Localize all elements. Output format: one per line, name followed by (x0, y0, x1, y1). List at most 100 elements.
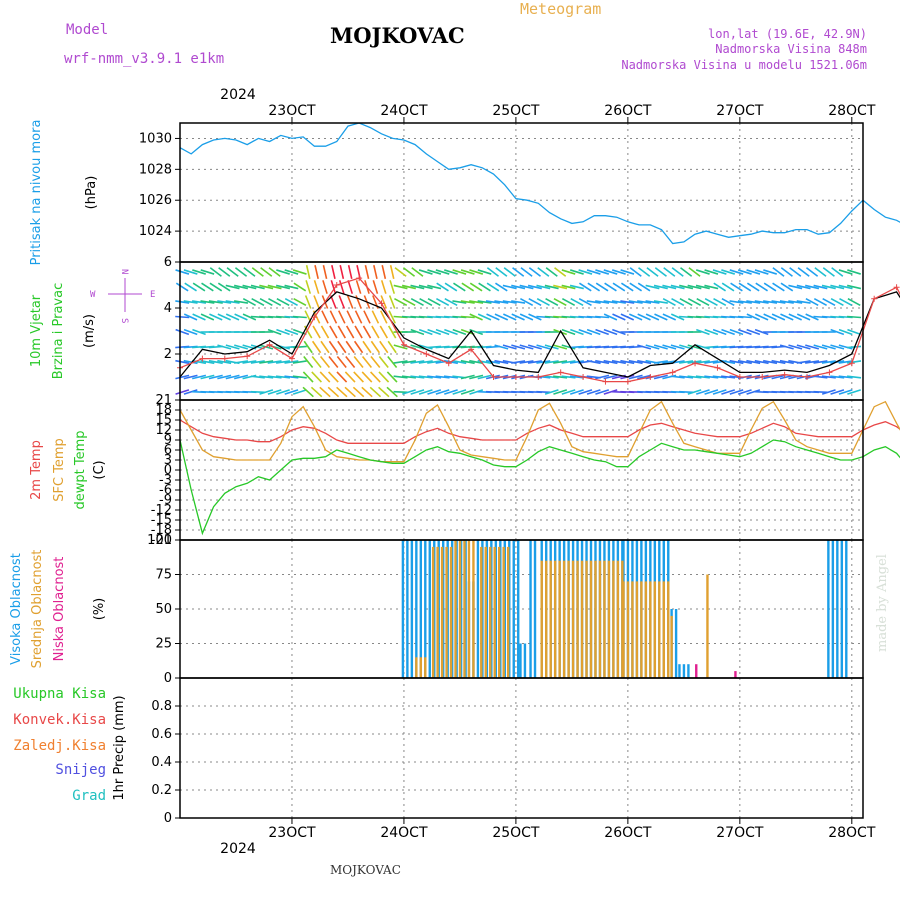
wind-arrow-715 (838, 328, 853, 336)
ytick-label-temperature-8: -3 (159, 473, 172, 488)
panel-frames (179, 122, 864, 819)
wind-arrow-533 (671, 297, 685, 307)
wind-arrow-158 (320, 340, 330, 354)
wind-arrow-270 (427, 269, 442, 275)
series-pressure (179, 122, 900, 245)
wind-arrow-480 (620, 313, 635, 321)
cloud-bar-mid_cloud-21 (545, 560, 548, 678)
wind-arrow-461 (603, 300, 618, 304)
wind-arrow-519 (653, 360, 668, 364)
wind-arrow-711 (838, 269, 853, 275)
wind-arrow-325 (478, 282, 491, 292)
wind-arrow-366 (511, 360, 526, 364)
ytick-label-wind-1: 4 (164, 301, 172, 316)
wind-arrow-164 (330, 295, 337, 309)
gust-marker-21 (647, 374, 654, 380)
cloud-bar-high_cloud-26 (517, 540, 520, 678)
wind-arrow-100 (267, 284, 282, 290)
wind-arrow-662 (788, 344, 803, 350)
cloud-bar-mid_cloud-15 (489, 546, 492, 678)
wind-arrow-213 (370, 356, 381, 368)
wind-arrow-24 (192, 359, 207, 365)
wind-arrow-646 (771, 374, 786, 380)
wind-barbs-field (175, 264, 862, 398)
wind-arrow-106 (267, 375, 282, 379)
wind-arrow-240 (393, 360, 408, 364)
wind-arrow-398 (545, 297, 559, 307)
wind-arrow-650 (779, 300, 794, 304)
wind-arrow-600 (729, 359, 744, 365)
wind-arrow-505 (645, 284, 660, 290)
cloud-bar-high_cloud-0 (401, 540, 405, 678)
ytick-label-temperature-3: 12 (155, 423, 172, 438)
wind-arrow-112 (276, 328, 290, 336)
wind-arrow-534 (670, 313, 685, 321)
wind-arrow-72 (243, 267, 256, 277)
wind-arrow-702 (831, 267, 844, 277)
wind-arrow-230 (387, 340, 397, 354)
wind-arrow-648 (780, 267, 793, 277)
wind-arrow-196 (353, 371, 364, 383)
cloud-bar-low_cloud-0 (695, 664, 698, 678)
wind-arrow-224 (378, 386, 390, 398)
wind-arrow-717 (838, 360, 853, 364)
cloud-bar-mid_cloud-27 (571, 560, 575, 678)
wind-arrow-25 (192, 374, 207, 380)
gust-marker-20 (624, 378, 631, 385)
wind-arrow-74 (242, 297, 256, 307)
wind-arrow-97 (259, 375, 274, 379)
wind-arrow-168 (328, 356, 339, 368)
wind-arrow-256 (410, 328, 425, 336)
wind-arrow-703 (830, 284, 845, 290)
wind-arrow-116 (276, 389, 290, 395)
wind-arrow-260 (410, 389, 425, 395)
wind-arrow-559 (695, 284, 710, 290)
wind-arrow-620 (746, 389, 761, 395)
wind-arrow-250 (401, 375, 417, 379)
wind-arrow-684 (814, 267, 827, 277)
wind-arrow-296 (444, 389, 458, 395)
wind-arrow-479 (620, 300, 635, 304)
wind-arrow-351 (503, 267, 516, 277)
wind-arrow-624 (754, 313, 769, 321)
wind-arrow-176 (337, 340, 347, 354)
wind-arrow-299 (452, 300, 467, 304)
wind-arrow-73 (242, 284, 257, 290)
cloud-bar-mid_cloud-37 (616, 560, 620, 678)
wind-arrow-34 (200, 374, 215, 380)
wind-arrow-522 (663, 267, 676, 277)
wind-arrow-564 (695, 360, 710, 364)
ytick-label-precipitation-3: 0.2 (151, 783, 172, 798)
wind-arrow-52 (217, 374, 232, 380)
wind-arrow-694 (821, 284, 836, 290)
wind-arrow-718 (838, 375, 853, 379)
cloud-bar-mid_cloud-43 (640, 581, 643, 678)
series-wind_speed (179, 291, 900, 378)
gust-marker-9 (378, 300, 385, 307)
ytick-label-wind-2: 2 (164, 347, 172, 362)
wind-arrow-278 (427, 389, 442, 395)
wind-arrow-548 (679, 390, 694, 394)
gust-marker-1 (199, 355, 206, 362)
wind-arrow-691 (813, 375, 828, 379)
wind-arrow-223 (378, 371, 390, 383)
wind-arrow-186 (345, 356, 356, 368)
wind-arrow-59 (225, 344, 240, 350)
wind-arrow-28 (201, 282, 214, 292)
wind-arrow-244 (401, 284, 416, 290)
wind-arrow-606 (737, 315, 752, 319)
cloud-bar-high_cloud-62 (674, 609, 678, 678)
y-axis-labels: Pritisak na nivou mora (hPa) 10m Vjetar Brz… (9, 120, 127, 804)
wind-arrow-180 (347, 264, 353, 280)
wind-arrow-68 (234, 344, 248, 350)
wind-arrow-135 (305, 264, 311, 280)
wind-arrow-457 (595, 374, 610, 380)
cloud-bar-mid_cloud-3 (431, 546, 435, 678)
wind-arrow-148 (312, 325, 321, 339)
wind-arrow-305 (452, 389, 467, 395)
wind-arrow-612 (746, 269, 761, 275)
wind-arrow-194 (353, 340, 364, 354)
precip-legend-3: Snijeg (55, 762, 106, 778)
wind-arrow-322 (469, 374, 484, 380)
